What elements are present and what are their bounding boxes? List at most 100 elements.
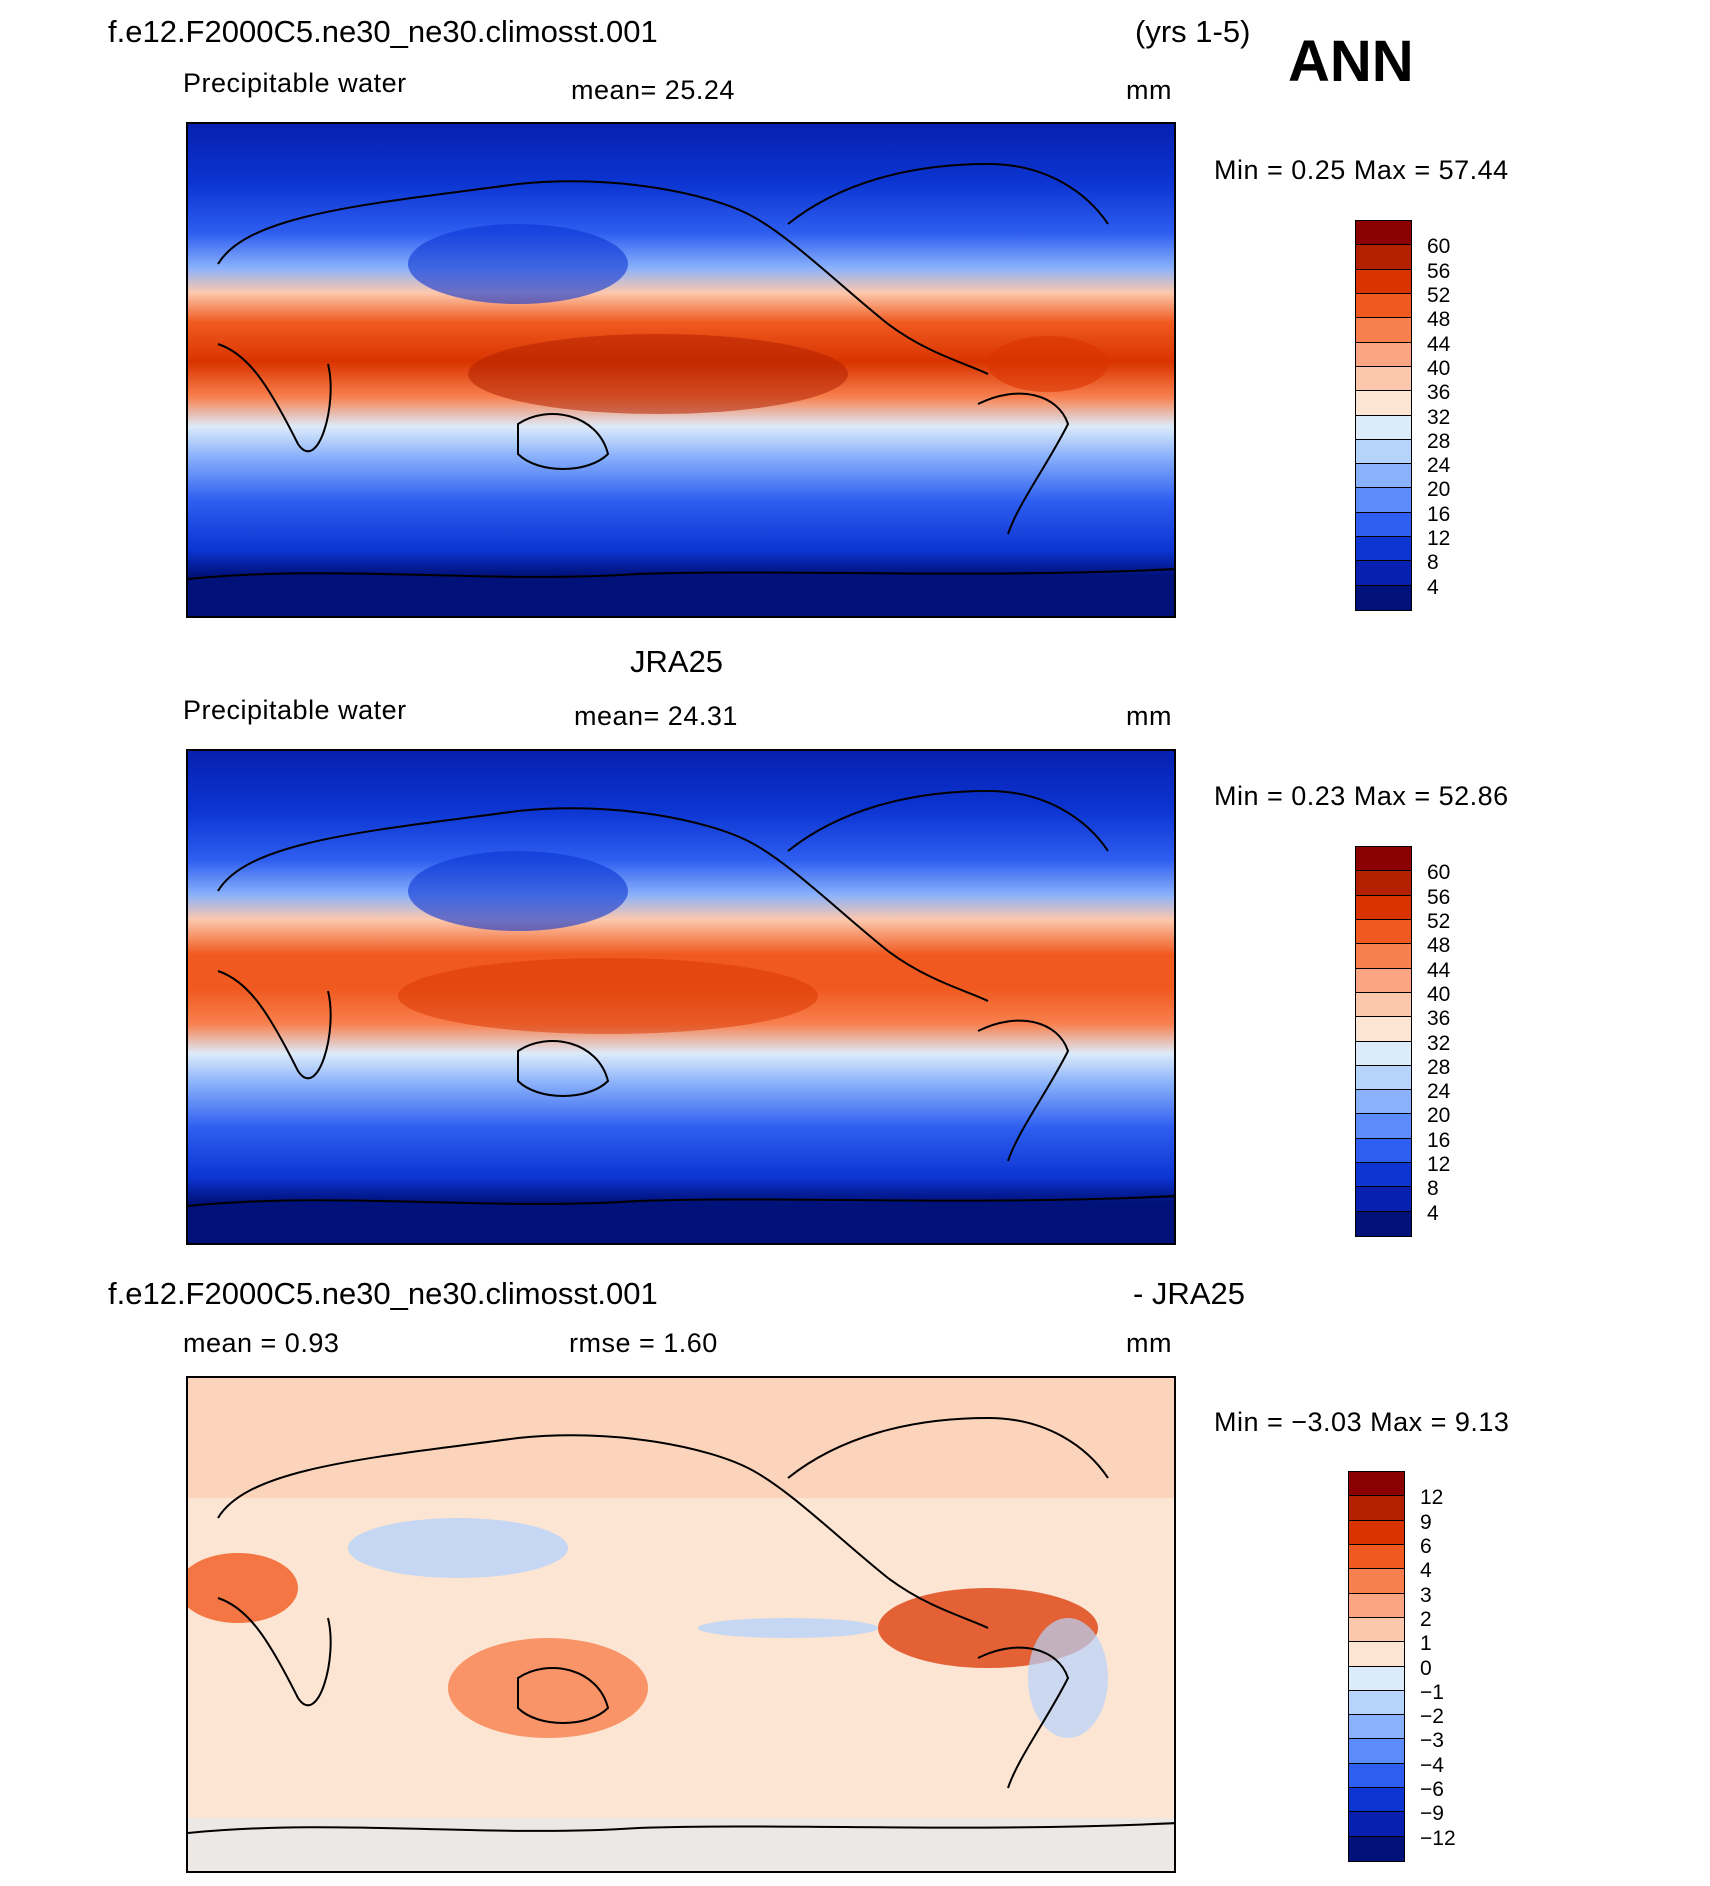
colorbar-label: 52 [1427, 283, 1451, 307]
colorbar-cell [1356, 1163, 1411, 1188]
colorbar-label: 24 [1427, 1080, 1451, 1104]
colorbar-cell [1356, 415, 1411, 440]
colorbar-cell [1356, 561, 1411, 586]
colorbar-label: 40 [1427, 982, 1451, 1006]
colorbar-cell [1356, 1114, 1411, 1139]
colorbar-label: 12 [1420, 1486, 1444, 1510]
season-label: ANN [1288, 29, 1414, 94]
colorbar-cell [1349, 1544, 1404, 1570]
colorbar-label: 20 [1427, 1104, 1451, 1128]
colorbar-label: 16 [1427, 1128, 1451, 1152]
colorbar-label: 60 [1427, 861, 1451, 885]
colorbar-cell [1349, 1496, 1404, 1521]
colorbar-cell [1356, 1090, 1411, 1115]
colorbar-cell [1349, 1812, 1404, 1837]
colorbar-label: 44 [1427, 332, 1451, 356]
colorbar-cell [1349, 1520, 1404, 1545]
panel-obs-title: JRA25 [630, 644, 724, 679]
panel-obs-variable: Precipitable water [183, 695, 407, 725]
colorbar-label: 40 [1427, 356, 1451, 380]
colorbar-cell [1356, 366, 1411, 392]
colorbar-label: −2 [1420, 1705, 1444, 1729]
colorbar-label: 12 [1427, 1153, 1451, 1177]
panel-diff-colorbar [1348, 1471, 1405, 1862]
colorbar-label: 48 [1427, 308, 1451, 332]
panel-obs-colorbar [1355, 846, 1412, 1237]
colorbar-cell [1356, 537, 1411, 562]
colorbar-label: 36 [1427, 381, 1451, 405]
panel-model-units: mm [1126, 75, 1172, 105]
panel-obs-minmax: Min = 0.23 Max = 52.86 [1214, 781, 1509, 811]
colorbar-label: 44 [1427, 958, 1451, 982]
years-label: (yrs 1-5) [1135, 14, 1251, 49]
colorbar-cell [1349, 1715, 1404, 1740]
panel-obs-map [186, 749, 1176, 1245]
colorbar-label: 36 [1427, 1007, 1451, 1031]
colorbar-cell [1349, 1763, 1404, 1789]
panel-diff-minmax: Min = −3.03 Max = 9.13 [1214, 1407, 1510, 1437]
colorbar-cell [1356, 1065, 1411, 1091]
colorbar-cell [1349, 1642, 1404, 1667]
case-title: f.e12.F2000C5.ne30_ne30.climosst.001 [108, 14, 658, 49]
colorbar-label: 28 [1427, 429, 1451, 453]
colorbar-cell [1349, 1666, 1404, 1691]
panel-obs-mean: mean= 24.31 [574, 701, 738, 731]
colorbar-label: 56 [1427, 259, 1451, 283]
colorbar-label: 16 [1427, 502, 1451, 526]
panel-diff-mean: mean = 0.93 [183, 1328, 340, 1358]
colorbar-cell [1356, 391, 1411, 416]
colorbar-label: 4 [1427, 1201, 1439, 1225]
colorbar-cell [1349, 1569, 1404, 1594]
colorbar-cell [1356, 1211, 1411, 1236]
colorbar-label: 60 [1427, 235, 1451, 259]
colorbar-cell [1356, 342, 1411, 367]
colorbar-cell [1356, 871, 1411, 896]
panel-diff-map [186, 1376, 1176, 1873]
colorbar-cell [1349, 1617, 1404, 1643]
colorbar-label: 3 [1420, 1583, 1432, 1607]
colorbar-label: 12 [1427, 527, 1451, 551]
colorbar-label: 52 [1427, 909, 1451, 933]
colorbar-cell [1349, 1472, 1404, 1497]
panel-model-minmax: Min = 0.25 Max = 57.44 [1214, 155, 1509, 185]
colorbar-cell [1356, 968, 1411, 993]
colorbar-label: 4 [1420, 1559, 1432, 1583]
colorbar-cell [1356, 439, 1411, 465]
colorbar-cell [1356, 318, 1411, 343]
colorbar-label: 4 [1427, 575, 1439, 599]
colorbar-cell [1356, 512, 1411, 538]
colorbar-label: 0 [1420, 1656, 1432, 1680]
colorbar-cell [1356, 919, 1411, 945]
panel-model-colorbar [1355, 220, 1412, 611]
panel-model-variable: Precipitable water [183, 68, 407, 98]
panel-diff-units: mm [1126, 1328, 1172, 1358]
colorbar-label: −1 [1420, 1680, 1444, 1704]
colorbar-cell [1356, 488, 1411, 513]
colorbar-label: 48 [1427, 934, 1451, 958]
colorbar-label: 56 [1427, 885, 1451, 909]
colorbar-label: 32 [1427, 1031, 1451, 1055]
colorbar-label: 6 [1420, 1534, 1432, 1558]
colorbar-cell [1356, 585, 1411, 610]
colorbar-label: 32 [1427, 405, 1451, 429]
colorbar-label: 20 [1427, 478, 1451, 502]
colorbar-label: −12 [1420, 1826, 1456, 1850]
colorbar-cell [1349, 1739, 1404, 1764]
colorbar-cell [1349, 1593, 1404, 1618]
colorbar-cell [1356, 1138, 1411, 1164]
colorbar-label: 24 [1427, 454, 1451, 478]
colorbar-cell [1356, 1187, 1411, 1212]
panel-model-mean: mean= 25.24 [571, 75, 735, 105]
colorbar-label: 28 [1427, 1055, 1451, 1079]
colorbar-cell [1356, 221, 1411, 246]
colorbar-cell [1356, 992, 1411, 1018]
colorbar-label: 8 [1427, 1177, 1439, 1201]
colorbar-label: −6 [1420, 1778, 1444, 1802]
colorbar-cell [1356, 293, 1411, 319]
colorbar-cell [1356, 847, 1411, 872]
panel-diff-title-right: - JRA25 [1133, 1276, 1245, 1311]
panel-diff-title-left: f.e12.F2000C5.ne30_ne30.climosst.001 [108, 1276, 658, 1311]
panel-obs-units: mm [1126, 701, 1172, 731]
colorbar-cell [1356, 1041, 1411, 1066]
panel-model-map [186, 122, 1176, 618]
